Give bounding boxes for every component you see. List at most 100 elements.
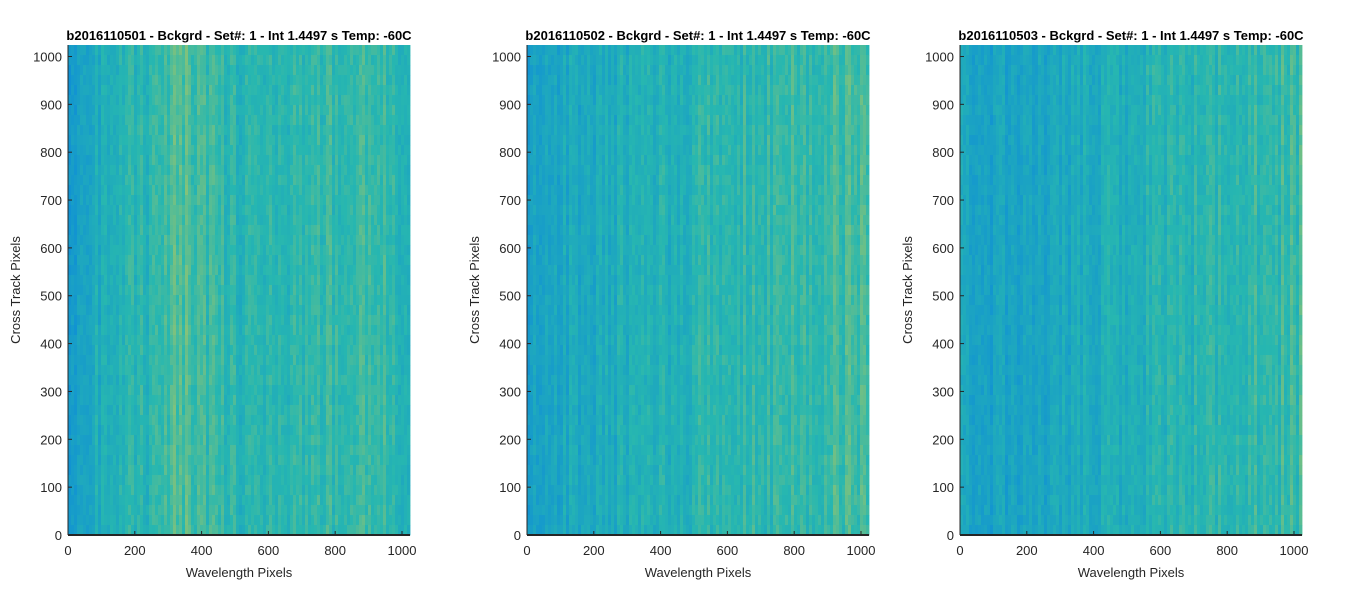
heatmap-cell <box>326 445 330 456</box>
heatmap-cell <box>188 295 192 306</box>
heatmap-cell <box>152 225 156 236</box>
heatmap-cell <box>296 105 300 116</box>
heatmap-cell <box>224 355 228 366</box>
heatmap-cell <box>101 215 105 226</box>
heatmap-cell <box>224 115 228 126</box>
heatmap-cell <box>341 345 345 356</box>
heatmap-cell <box>341 155 345 166</box>
heatmap-cell <box>281 455 285 466</box>
heatmap-cell <box>98 495 102 506</box>
heatmap-cell <box>74 135 78 146</box>
heatmap-cell <box>245 65 249 76</box>
heatmap-cell <box>260 255 264 266</box>
heatmap-cell <box>371 205 375 216</box>
heatmap-cell <box>131 115 135 126</box>
heatmap-cell <box>227 305 231 316</box>
heatmap-cell <box>347 205 351 216</box>
heatmap-cell <box>176 515 180 526</box>
heatmap-cell <box>311 435 315 446</box>
heatmap-cell <box>155 435 159 446</box>
heatmap-cell <box>239 135 243 146</box>
heatmap-cell <box>308 245 312 256</box>
heatmap-cell <box>119 245 123 256</box>
heatmap-cell <box>227 65 231 76</box>
heatmap-cell <box>101 345 105 356</box>
heatmap-cell <box>311 65 315 76</box>
heatmap-cell <box>248 485 252 496</box>
heatmap-cell <box>194 185 198 196</box>
heatmap-cell <box>332 355 336 366</box>
heatmap-cell <box>92 115 96 126</box>
heatmap-cell <box>350 105 354 116</box>
heatmap-cell <box>128 425 132 436</box>
heatmap-cell <box>191 225 195 236</box>
heatmap-cell <box>140 335 144 346</box>
heatmap-cell <box>245 85 249 96</box>
heatmap-cell <box>80 395 84 406</box>
heatmap-cell <box>350 295 354 306</box>
heatmap-cell <box>89 155 93 166</box>
heatmap-cell <box>227 425 231 436</box>
heatmap-cell <box>323 85 327 96</box>
heatmap-cell <box>95 465 99 476</box>
heatmap-cell <box>305 65 309 76</box>
heatmap-cell <box>278 305 282 316</box>
heatmap-cell <box>113 165 117 176</box>
heatmap-cell <box>209 55 213 66</box>
heatmap-cell <box>302 55 306 66</box>
heatmap-cell <box>281 485 285 496</box>
heatmap-cell <box>173 325 177 336</box>
heatmap-cell <box>296 235 300 246</box>
heatmap-cell <box>83 295 87 306</box>
heatmap-cell <box>68 165 72 176</box>
heatmap-cell <box>125 165 129 176</box>
heatmap-cell <box>158 495 162 506</box>
heatmap-cell <box>359 165 363 176</box>
heatmap-cell <box>83 245 87 256</box>
heatmap-cell <box>335 85 339 96</box>
heatmap-cell <box>188 365 192 376</box>
heatmap-cell <box>194 225 198 236</box>
heatmap-cell <box>335 205 339 216</box>
heatmap-cell <box>188 525 192 536</box>
heatmap-cell <box>209 165 213 176</box>
heatmap-cell <box>86 355 90 366</box>
heatmap-cell <box>122 475 126 486</box>
heatmap-cell <box>320 485 324 496</box>
heatmap-cell <box>158 295 162 306</box>
heatmap-cell <box>170 525 174 536</box>
heatmap-cell <box>158 205 162 216</box>
heatmap-cell <box>230 95 234 106</box>
heatmap-cell <box>113 225 117 236</box>
heatmap-cell <box>236 345 240 356</box>
heatmap-cell <box>302 145 306 156</box>
heatmap-cell <box>98 355 102 366</box>
heatmap-cell <box>341 125 345 136</box>
heatmap-cell <box>335 325 339 336</box>
heatmap-cell <box>101 485 105 496</box>
heatmap-cell <box>296 415 300 426</box>
heatmap-cell <box>350 145 354 156</box>
heatmap-cell <box>71 515 75 526</box>
heatmap-cell <box>335 305 339 316</box>
heatmap-cell <box>362 115 366 126</box>
heatmap-cell <box>134 445 138 456</box>
heatmap-cell <box>338 245 342 256</box>
heatmap-cell <box>227 255 231 266</box>
heatmap-cell <box>86 305 90 316</box>
heatmap-cell <box>293 405 297 416</box>
heatmap-cell <box>113 55 117 66</box>
heatmap-cell <box>200 95 204 106</box>
heatmap-cell <box>197 95 201 106</box>
heatmap-cell <box>248 375 252 386</box>
heatmap-cell <box>233 385 237 396</box>
heatmap-cell <box>122 155 126 166</box>
heatmap-cell <box>224 185 228 196</box>
heatmap-cell <box>167 515 171 526</box>
heatmap-cell <box>113 145 117 156</box>
heatmap-cell <box>104 265 108 276</box>
heatmap-cell <box>143 335 147 346</box>
heatmap-cell <box>119 75 123 86</box>
heatmap-cell <box>242 165 246 176</box>
heatmap-cell <box>224 255 228 266</box>
